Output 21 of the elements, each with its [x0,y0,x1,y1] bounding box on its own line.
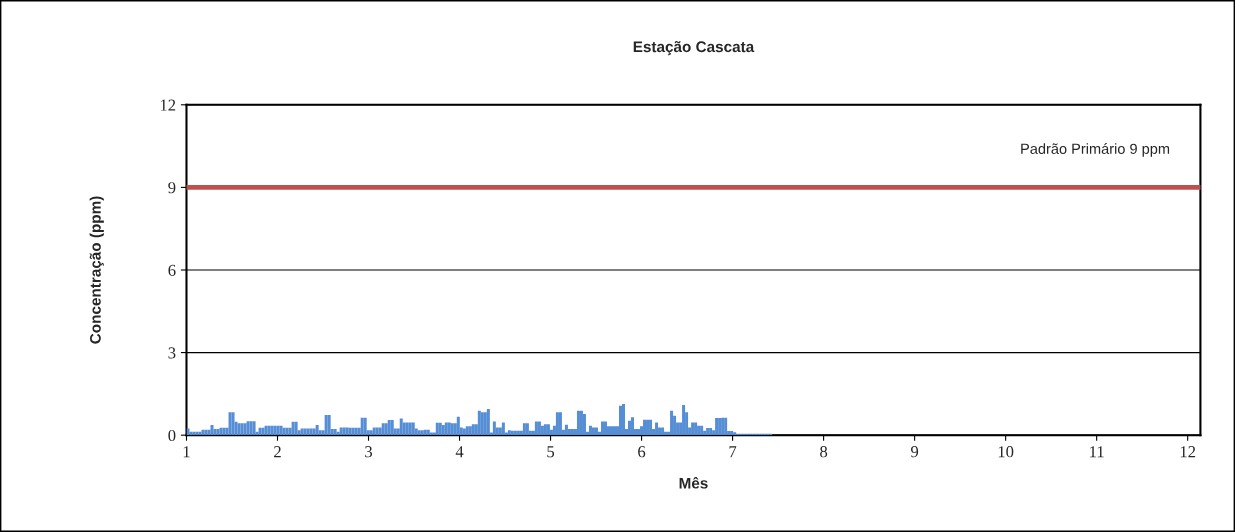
x-axis-title: Mês [679,477,708,489]
x-tick-label: 1 [183,446,190,458]
x-tick-label: 12 [1180,446,1196,458]
chart-title: Estação Cascata [633,41,755,56]
x-tick-label: 9 [910,446,919,458]
x-tick-label: 5 [547,446,555,458]
x-tick-label: 4 [455,446,464,458]
x-tick-label: 3 [365,446,373,458]
y-tick-label: 9 [168,182,176,194]
x-tick-label: 2 [274,446,281,458]
y-tick-label: 0 [168,429,176,442]
y-tick-label: 6 [168,264,176,276]
x-tick-label: 8 [820,446,828,458]
y-tick-label: 12 [160,99,176,111]
x-tick-label: 7 [729,446,737,458]
x-tick-label: 10 [998,446,1014,458]
y-axis-title: Concentração (ppm) [89,196,104,344]
x-tick-label: 6 [638,446,646,458]
x-tick-label: 11 [1090,446,1104,458]
ref-line-label: Padrão Primário 9 ppm [1021,143,1170,157]
y-tick-label: 3 [168,347,176,359]
